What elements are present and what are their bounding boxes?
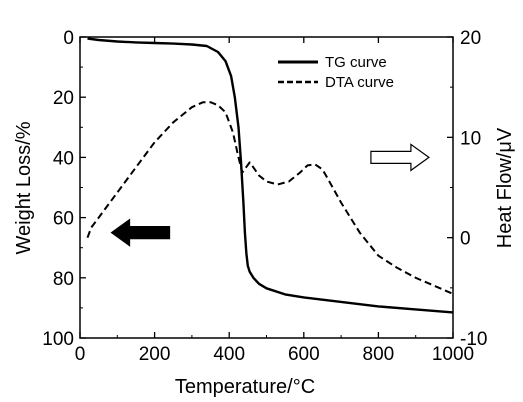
plot-frame [79,36,454,339]
x-tick-label: 400 [213,344,245,365]
legend-label: DTA curve [325,74,394,91]
y-right-tick-label: 10 [460,128,481,149]
x-tick-label: 0 [75,344,86,365]
y-left-tick-label: 0 [63,28,74,49]
arrow-left-icon [110,218,171,247]
x-tick-label: 200 [139,344,171,365]
series-line-tg [87,37,454,314]
x-tick-label: 800 [363,344,395,365]
x-tick-label: 1000 [432,344,474,365]
y-axis-right-title: Heat Flow/μV [494,127,516,248]
plot-layer [86,37,454,314]
y-axis-left-title: Weight Loss/% [13,121,35,254]
y-right-tick-label: -10 [460,329,487,350]
legend-label: TG curve [325,54,387,71]
y-left-tick-label: 40 [53,148,74,169]
arrow-right-icon [370,143,430,172]
legend: TG curve DTA curve [278,54,394,91]
y-left-tick-label: 80 [53,269,74,290]
x-axis-title: Temperature/°C [175,376,315,398]
x-tick-label: 600 [288,344,320,365]
y-right-tick-label: 0 [460,229,471,250]
y-left-tick-label: 20 [53,88,74,109]
y-right-tick-label: 20 [460,28,481,49]
y-left-tick-label: 100 [42,329,74,350]
series-line-dta [86,101,454,295]
y-left-tick-label: 60 [53,209,74,230]
